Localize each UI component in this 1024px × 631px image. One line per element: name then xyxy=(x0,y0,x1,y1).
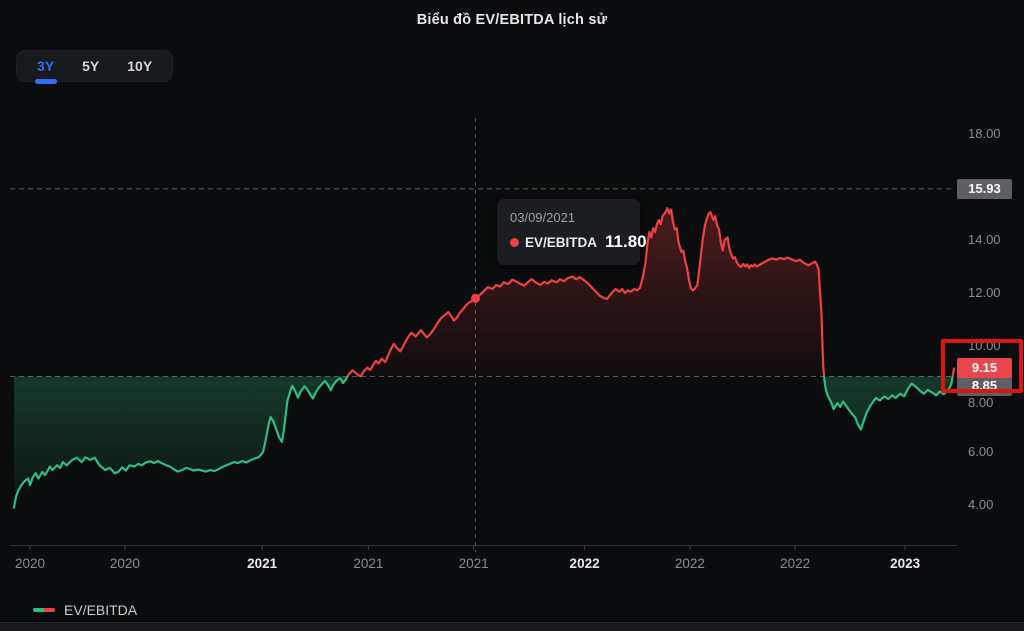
y-axis-label-14.00: 14.00 xyxy=(968,232,1001,247)
legend-item-ev-ebitda[interactable]: EV/EBITDA xyxy=(33,602,137,618)
y-axis-label-4.00: 4.00 xyxy=(968,497,994,512)
series-dot-icon xyxy=(510,237,519,247)
tab-10y-label: 10Y xyxy=(127,58,153,74)
x-axis-label-2020: 2020 xyxy=(109,556,140,571)
series-line-below-baseline xyxy=(12,376,954,509)
tab-3y-label: 3Y xyxy=(37,58,55,74)
tooltip-value: 11.80 xyxy=(605,232,647,251)
tooltip-date: 03/09/2021 xyxy=(510,210,576,225)
range-tabs: 3Y 5Y 10Y xyxy=(16,50,174,84)
series-line-above-baseline xyxy=(346,207,956,377)
legend-label: EV/EBITDA xyxy=(64,602,138,618)
x-axis-label-2023: 2023 xyxy=(890,556,921,571)
tooltip-series-row: EV/EBITDA 11.80 xyxy=(510,232,647,252)
last-value-badge-9.15: 9.15 xyxy=(957,357,1012,378)
area-fill-below-baseline xyxy=(14,376,954,508)
x-axis-label-2020: 2020 xyxy=(14,556,45,571)
tab-10y[interactable]: 10Y xyxy=(113,51,166,81)
legend-line-marker-icon xyxy=(33,608,55,612)
x-axis-label-2021: 2021 xyxy=(353,556,384,571)
tooltip-series-label: EV/EBITDA xyxy=(525,234,598,250)
tab-5y-label: 5Y xyxy=(82,58,100,74)
tab-5y[interactable]: 5Y xyxy=(68,51,113,81)
y-axis-label-6.00: 6.00 xyxy=(968,444,994,459)
x-axis-label-2022: 2022 xyxy=(569,556,600,571)
active-tab-underline xyxy=(34,79,57,84)
y-axis-label-12.00: 12.00 xyxy=(968,285,1001,300)
x-axis-label-2022: 2022 xyxy=(780,556,811,571)
y-axis-label-18.00: 18.00 xyxy=(968,126,1001,141)
x-axis-label-2021: 2021 xyxy=(458,556,489,571)
y-axis-label-8.00: 8.00 xyxy=(968,395,994,410)
x-axis-label-2022: 2022 xyxy=(674,556,705,571)
tab-3y[interactable]: 3Y xyxy=(23,51,68,84)
x-axis-label-2021: 2021 xyxy=(247,556,278,571)
page-title: Biểu đồ EV/EBITDA lịch sử xyxy=(416,12,608,28)
crosshair-tooltip: 03/09/2021 EV/EBITDA 11.80 xyxy=(497,199,647,265)
crosshair-marker-dot xyxy=(471,293,480,303)
highlight-annotation-box xyxy=(941,339,1023,393)
value-badge-15.93: 15.93 xyxy=(957,178,1012,199)
bottom-panel-edge xyxy=(0,622,1024,631)
